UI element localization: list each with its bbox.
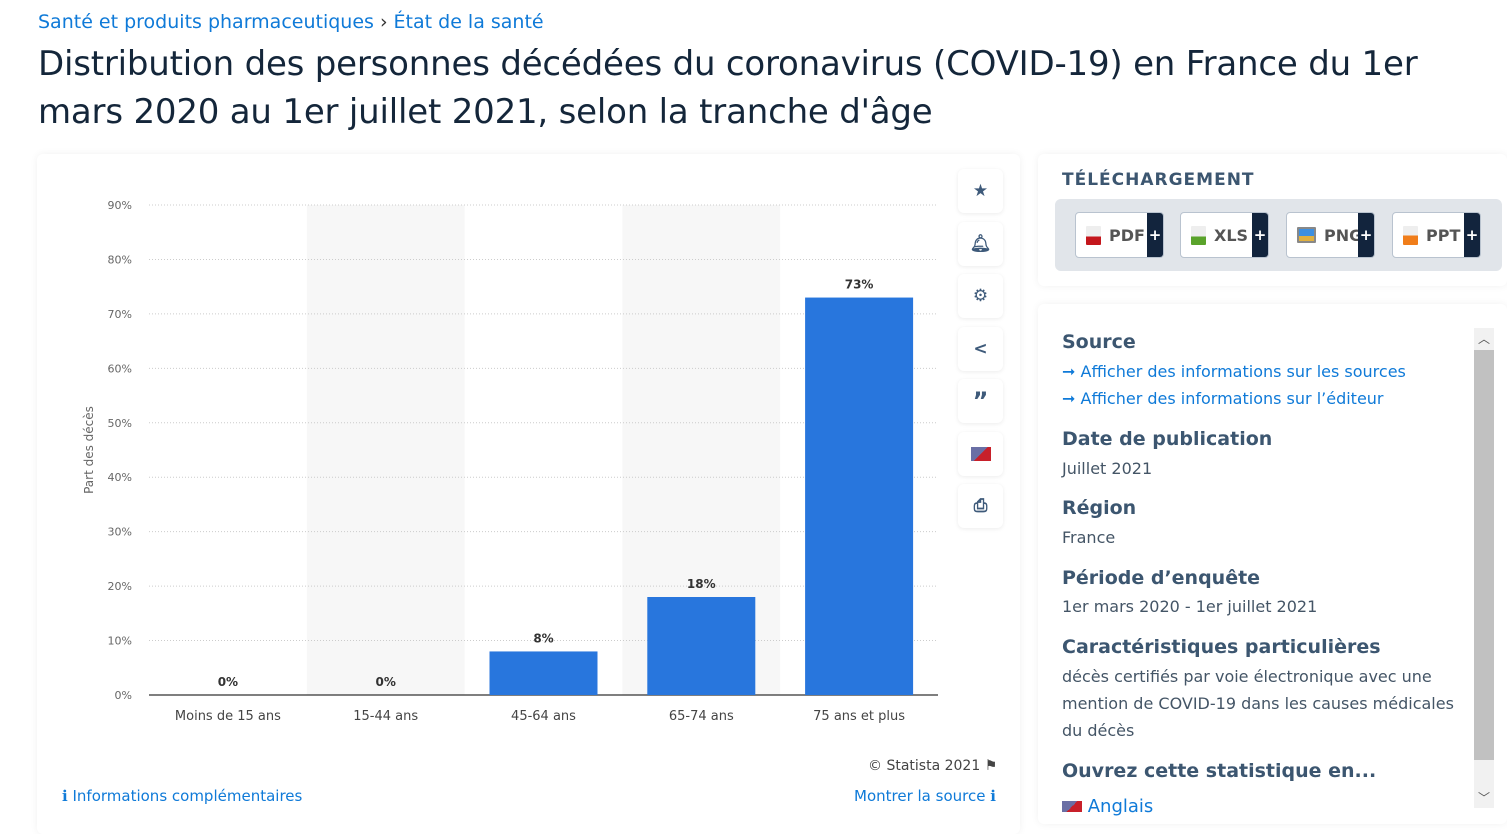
source-heading: Source [1062, 331, 1136, 353]
notification-button[interactable]: 🔔︎ [958, 221, 1003, 266]
data-label: 0% [218, 675, 238, 689]
y-tick-label: 0% [115, 689, 132, 702]
statistic-info-panel: Source ➞ Afficher des informations sur l… [1038, 304, 1507, 824]
source-info-label: Afficher des informations sur les source… [1080, 362, 1406, 381]
ppt-file-icon [1403, 225, 1418, 245]
flag-us-uk-icon [1062, 801, 1082, 812]
scrollbar[interactable]: ︿ ﹀ [1474, 328, 1494, 808]
scroll-up-icon[interactable]: ︿ [1477, 332, 1490, 346]
flag-us-uk-icon [970, 446, 991, 461]
pdf-file-icon [1086, 225, 1101, 245]
y-axis-label: Part des décès [82, 406, 96, 494]
open-in-english-link[interactable]: Anglais [1062, 796, 1153, 817]
download-pdf-button[interactable]: PDF + [1075, 212, 1164, 258]
x-tick-label: 75 ans et plus [813, 709, 905, 724]
y-tick-label: 80% [108, 253, 132, 266]
y-tick-label: 90% [108, 199, 132, 212]
category-band [306, 205, 465, 695]
ppt-label: PPT [1426, 225, 1461, 245]
download-title: TÉLÉCHARGEMENT [1062, 170, 1255, 190]
characteristics-heading: Caractéristiques particulières [1062, 636, 1381, 658]
y-tick-label: 70% [108, 308, 132, 321]
publication-date-heading: Date de publication [1062, 428, 1273, 450]
data-label: 18% [687, 577, 716, 591]
share-icon: < [973, 338, 988, 359]
publisher-info-link[interactable]: ➞ Afficher des informations sur l’éditeu… [1062, 389, 1384, 408]
info-icon: ℹ [990, 787, 996, 805]
download-panel: TÉLÉCHARGEMENT PDF + XLS + PNG + PPT + [1038, 154, 1507, 286]
copyright: © Statista 2021 ⚑ [868, 758, 997, 774]
plus-icon: + [1252, 213, 1268, 257]
breadcrumb-separator: › [379, 11, 388, 33]
x-tick-label: 15-44 ans [353, 709, 418, 724]
y-tick-label: 60% [108, 362, 132, 375]
bar-chart: 0% 10% 20% 30% 40% 50% 60% 70% 80% 90% Part des dé… [82, 199, 938, 724]
gear-icon: ⚙ [972, 286, 989, 306]
breadcrumb-link-etat[interactable]: État de la santé [393, 11, 544, 33]
publication-date: Juillet 2021 [1062, 459, 1153, 478]
xls-label: XLS [1214, 225, 1249, 245]
info-icon: ℹ [62, 787, 68, 805]
quote-icon: ” [972, 387, 989, 415]
y-tick-label: 50% [108, 417, 132, 430]
survey-period-heading: Période d’enquête [1062, 567, 1261, 589]
print-button[interactable]: ⎙ [958, 484, 1003, 528]
download-ppt-button[interactable]: PPT + [1392, 212, 1481, 258]
copyright-text: © Statista 2021 [868, 758, 981, 774]
pdf-label: PDF [1109, 225, 1145, 245]
language-button[interactable] [958, 431, 1003, 476]
plus-icon: + [1358, 213, 1374, 257]
bell-icon: 🔔︎ [969, 233, 992, 254]
x-tick-label: Moins de 15 ans [175, 709, 281, 724]
chart-toolbar: ★ 🔔︎ ⚙ < ” ⎙ [958, 169, 1003, 537]
star-icon: ★ [972, 181, 989, 201]
download-png-button[interactable]: PNG + [1286, 212, 1375, 258]
bar [805, 297, 914, 695]
print-icon: ⎙ [973, 496, 988, 516]
open-in-heading: Ouvrez cette statistique en... [1062, 760, 1377, 782]
download-xls-button[interactable]: XLS + [1180, 212, 1269, 258]
plus-icon: + [1464, 213, 1480, 257]
show-source-label: Montrer la source [854, 787, 986, 805]
more-info-label: Informations complémentaires [72, 787, 303, 805]
scroll-down-icon[interactable]: ﹀ [1477, 791, 1490, 805]
png-image-icon [1297, 227, 1316, 243]
bar [489, 651, 598, 695]
y-tick-label: 20% [108, 580, 132, 593]
y-tick-label: 30% [108, 526, 132, 539]
more-info-link[interactable]: ℹ Informations complémentaires [62, 787, 302, 805]
data-label: 73% [845, 278, 874, 292]
data-label: 0% [376, 675, 396, 689]
favorite-button[interactable]: ★ [958, 169, 1003, 213]
plus-icon: + [1147, 213, 1163, 257]
flag-icon: ⚑ [984, 758, 998, 774]
x-tick-label: 65-74 ans [669, 709, 734, 724]
survey-period: 1er mars 2020 - 1er juillet 2021 [1062, 597, 1318, 616]
download-buttons: PDF + XLS + PNG + PPT + [1055, 199, 1502, 271]
cite-button[interactable]: ” [958, 379, 1003, 423]
settings-button[interactable]: ⚙ [958, 274, 1003, 318]
region: France [1062, 528, 1116, 547]
open-in-english-label: Anglais [1087, 796, 1154, 817]
show-source-link[interactable]: Montrer la source ℹ [854, 787, 996, 805]
publisher-info-label: Afficher des informations sur l’éditeur [1080, 389, 1384, 408]
xls-file-icon [1191, 225, 1206, 245]
page-title: Distribution des personnes décédées du c… [38, 44, 1418, 132]
share-button[interactable]: < [958, 326, 1003, 371]
scrollbar-thumb[interactable] [1474, 350, 1494, 760]
source-info-link[interactable]: ➞ Afficher des informations sur les sour… [1062, 362, 1406, 381]
characteristics: décès certifiés par voie électronique av… [1062, 667, 1454, 740]
png-label: PNG [1324, 225, 1363, 245]
data-label: 8% [533, 631, 553, 645]
breadcrumb: Santé et produits pharmaceutiques › État d… [38, 11, 544, 33]
breadcrumb-link-sante[interactable]: Santé et produits pharmaceutiques [38, 11, 374, 33]
bar [647, 597, 756, 695]
y-tick-label: 40% [108, 471, 132, 484]
y-tick-label: 10% [108, 635, 132, 648]
region-heading: Région [1062, 497, 1137, 519]
x-tick-label: 45-64 ans [511, 709, 576, 724]
